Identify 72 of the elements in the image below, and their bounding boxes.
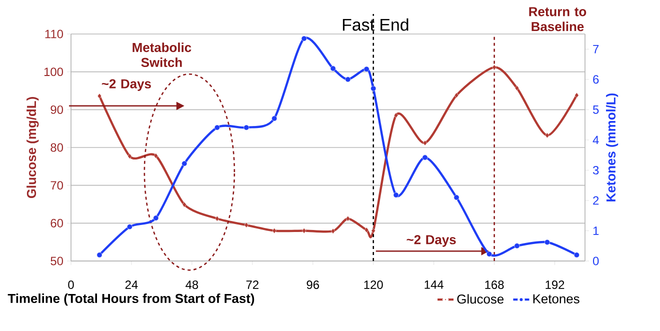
y-tick-label: 90 <box>50 105 64 114</box>
point <box>492 64 496 70</box>
y-tick-label: 100 <box>44 68 64 76</box>
y2-tick-label: 4 <box>592 136 599 144</box>
point <box>182 202 186 208</box>
point <box>394 112 398 118</box>
y-tick-label: 110 <box>45 30 64 38</box>
point <box>514 85 520 91</box>
x-tick-label: 0 <box>68 280 74 289</box>
point <box>214 124 220 130</box>
point <box>153 215 159 221</box>
point <box>126 224 132 230</box>
point <box>486 251 492 257</box>
y2-tick-label: 2 <box>593 196 599 205</box>
point <box>364 66 370 72</box>
point <box>454 92 459 98</box>
point <box>574 92 579 98</box>
point <box>371 228 376 234</box>
x-axis-title: Timeline (Total Hours from Start of Fast) <box>8 294 254 306</box>
point <box>345 76 351 82</box>
x-tick-label: 48 <box>186 280 198 289</box>
y2-tick-label: 7 <box>593 45 599 54</box>
point <box>301 36 307 42</box>
y2-tick-label: 0 <box>592 256 599 266</box>
y2-tick-label: 6 <box>593 75 599 84</box>
point <box>422 154 428 160</box>
y2-tick-label: 5 <box>593 106 599 114</box>
point <box>544 239 550 245</box>
x-tick-label: 144 <box>424 280 444 289</box>
y2-axis-title: Ketones (mmol/L) <box>606 93 618 202</box>
y-tick-label: 50 <box>50 256 64 266</box>
annotation: Metabolic Switch <box>132 42 192 68</box>
point <box>514 243 520 249</box>
y-tick-label: 70 <box>50 181 64 190</box>
point <box>154 153 158 159</box>
ref-line-label: Fast End <box>342 18 408 31</box>
legend-label: Glucose <box>457 294 504 304</box>
point <box>244 222 248 228</box>
point <box>330 228 336 234</box>
point <box>128 153 132 159</box>
x-tick-label: 120 <box>364 280 383 289</box>
annotation: ~2 Days <box>406 235 456 247</box>
point <box>182 160 188 166</box>
x-tick-label: 24 <box>125 280 138 289</box>
ref-line-label: Return to Baseline <box>529 7 586 32</box>
x-tick-label: 96 <box>306 280 320 289</box>
y-tick-label: 80 <box>50 143 64 152</box>
point <box>370 86 376 92</box>
point <box>393 192 399 198</box>
x-tick-label: 192 <box>546 280 564 289</box>
annotation: ~2 Days <box>102 79 151 91</box>
legend-label: Ketones <box>533 294 580 304</box>
point <box>215 216 220 222</box>
point <box>454 194 460 200</box>
point <box>244 124 250 130</box>
y2-tick-label: 3 <box>592 166 599 174</box>
point <box>272 228 276 234</box>
x-tick-label: 168 <box>485 280 504 289</box>
point <box>346 216 350 222</box>
x-tick-label: 72 <box>246 280 258 289</box>
point <box>97 93 102 99</box>
point <box>574 252 580 258</box>
y-tick-label: 60 <box>50 218 64 228</box>
y2-tick-label: 1 <box>593 226 599 235</box>
y-axis-title: Glucose (mg/dL) <box>26 97 39 198</box>
point <box>272 116 278 122</box>
point <box>330 66 336 72</box>
point <box>96 252 102 258</box>
point <box>422 140 428 146</box>
point <box>302 228 306 234</box>
point <box>364 227 369 233</box>
point <box>545 132 550 138</box>
